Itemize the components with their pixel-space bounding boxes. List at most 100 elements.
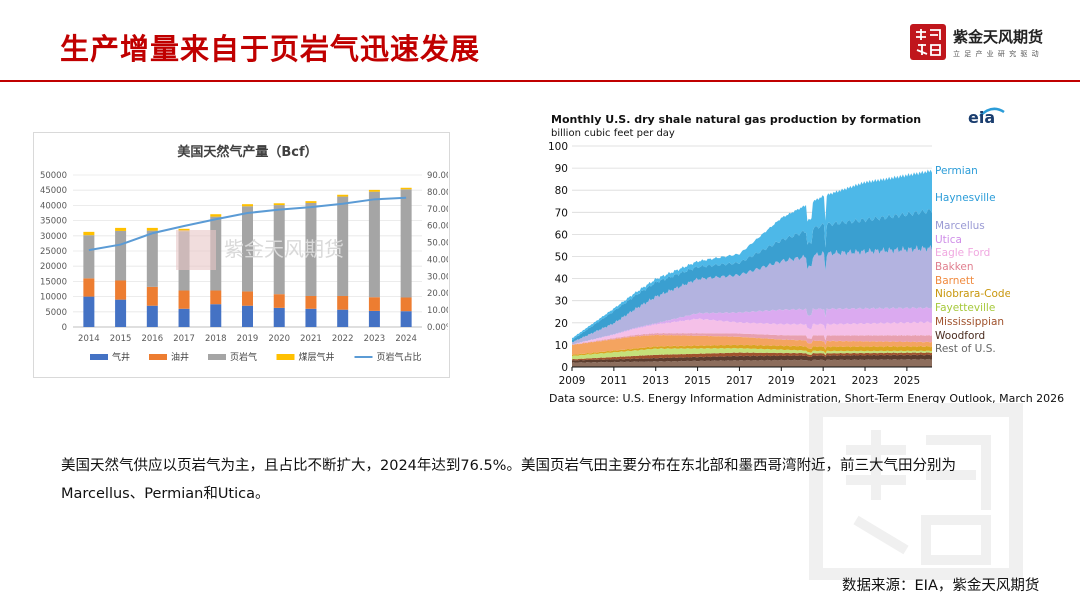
legend-label: Barnett xyxy=(935,275,974,287)
y-tick-label: 0 xyxy=(561,362,568,374)
y-tick-label: 35000 xyxy=(40,217,67,227)
y-tick-label: 15000 xyxy=(40,277,67,287)
y2-tick-label: 80.00% xyxy=(427,188,448,198)
bar-segment xyxy=(305,308,317,327)
y-tick-label: 90 xyxy=(555,163,568,175)
y-tick-label: 60 xyxy=(555,229,568,241)
left-chart-frame xyxy=(33,132,450,378)
chart-source: Data source: U.S. Energy Information Adm… xyxy=(549,392,1065,405)
area-woodford xyxy=(572,354,932,363)
eia-logo: eia xyxy=(968,108,996,127)
bar-segment xyxy=(178,308,190,327)
shale-gas-formation-chart: Monthly U.S. dry shale natural gas produ… xyxy=(548,113,1010,387)
area-marcellus xyxy=(572,245,932,345)
bar-segment xyxy=(400,297,412,312)
area-barnett xyxy=(572,334,932,355)
legend-label: Utica xyxy=(935,234,962,246)
legend-swatch xyxy=(90,354,108,360)
chart-watermark-logo: 紫金天风期货 xyxy=(176,230,344,270)
x-tick-label: 2009 xyxy=(559,375,586,387)
page-title: 生产增量来自于页岩气迅速发展 xyxy=(60,32,481,66)
y-tick-label: 40000 xyxy=(40,201,67,211)
header-divider xyxy=(0,80,1080,82)
area-bakken xyxy=(572,332,932,346)
bar-segment xyxy=(83,235,95,279)
y-tick-label: 50 xyxy=(555,252,568,264)
eia-logo-arc-icon xyxy=(979,107,1005,117)
chart-title: Monthly U.S. dry shale natural gas produ… xyxy=(551,113,921,126)
summary-text: 美国天然气供应以页岩气为主，且占比不断扩大，2024年达到76.5%。美国页岩气… xyxy=(61,458,956,502)
legend-label: 煤层气井 xyxy=(299,351,335,363)
bar-segment xyxy=(368,310,380,327)
legend-label: Mississippian xyxy=(935,316,1004,328)
y2-tick-label: 70.00% xyxy=(427,205,448,215)
x-tick-label: 2019 xyxy=(237,334,259,344)
x-tick-label: 2023 xyxy=(852,375,879,387)
legend-label: 页岩气 xyxy=(230,351,257,363)
x-tick-label: 2013 xyxy=(642,375,669,387)
bar-segment xyxy=(115,280,127,300)
area-mississippian xyxy=(572,352,932,361)
legend-label: Haynesville xyxy=(935,192,996,204)
bar-segment xyxy=(83,278,95,297)
x-tick-label: 2017 xyxy=(173,334,195,344)
chart-watermark-text: 紫金天风期货 xyxy=(224,237,344,261)
bar-segment xyxy=(337,194,349,197)
y2-tick-label: 40.00% xyxy=(427,255,448,265)
bar-segment xyxy=(146,305,158,327)
x-tick-label: 2021 xyxy=(810,375,837,387)
bar-segment xyxy=(242,204,253,207)
legend-label: 油井 xyxy=(171,351,189,363)
x-tick-label: 2015 xyxy=(110,334,132,344)
y-tick-label: 10 xyxy=(555,340,568,352)
bar-segment xyxy=(305,201,317,203)
x-tick-label: 2018 xyxy=(205,334,227,344)
y-tick-label: 20 xyxy=(555,318,568,330)
bar-segment xyxy=(210,214,222,217)
y-tick-label: 20000 xyxy=(40,262,67,272)
x-tick-label: 2016 xyxy=(141,334,163,344)
us-gas-production-chart: 美国天然气产量（Bcf） 0 5000 10000 15000 20000 25000 300… xyxy=(40,144,448,363)
y-tick-label: 0 xyxy=(62,323,67,333)
area-niobrara-codell xyxy=(572,344,932,357)
x-tick-label: 2011 xyxy=(600,375,627,387)
bar-segment xyxy=(146,227,158,231)
bar-segment xyxy=(273,203,285,206)
y2-tick-label: 30.00% xyxy=(427,272,448,282)
y2-tick-label: 20.00% xyxy=(427,289,448,299)
bar-segment xyxy=(305,295,317,309)
legend-label: Fayetteville xyxy=(935,302,995,314)
legend-label: 页岩气占比 xyxy=(377,351,422,363)
bar-segment xyxy=(242,206,253,292)
legend-label: Woodford xyxy=(935,330,985,342)
y-tick-label: 45000 xyxy=(40,186,67,196)
bar-segment xyxy=(273,307,285,327)
bar-segment xyxy=(83,296,95,327)
x-tick-label: 2025 xyxy=(894,375,921,387)
y2-tick-label: 10.00% xyxy=(427,306,448,316)
area-rest-of-u-s- xyxy=(572,358,932,367)
y-tick-label: 30000 xyxy=(40,232,67,242)
bar-segment xyxy=(337,295,349,310)
y-tick-label: 70 xyxy=(555,207,568,219)
bar-segment xyxy=(83,231,95,236)
legend-label: Marcellus xyxy=(935,220,985,232)
y2-tick-label: 90.00% xyxy=(427,171,448,181)
bar-segment xyxy=(400,187,412,190)
y-tick-label: 30 xyxy=(555,296,568,308)
bar-segment xyxy=(146,230,158,287)
x-tick-label: 2020 xyxy=(268,334,290,344)
y2-tick-label: 50.00% xyxy=(427,239,448,249)
y2-tick-label: 60.00% xyxy=(427,222,448,232)
bar-segment xyxy=(115,227,127,231)
area-utica xyxy=(572,306,932,345)
bar-segment xyxy=(368,191,380,298)
brand-tagline: 立 足 产 业 研 究 驱 动 xyxy=(953,50,1040,58)
bar-segment xyxy=(400,189,412,298)
bar-segment xyxy=(210,290,222,305)
background-seal-watermark xyxy=(809,403,1023,580)
bar-segment xyxy=(210,304,222,327)
x-tick-label: 2021 xyxy=(300,334,322,344)
x-tick-label: 2019 xyxy=(768,375,795,387)
area-fayetteville xyxy=(572,347,932,360)
